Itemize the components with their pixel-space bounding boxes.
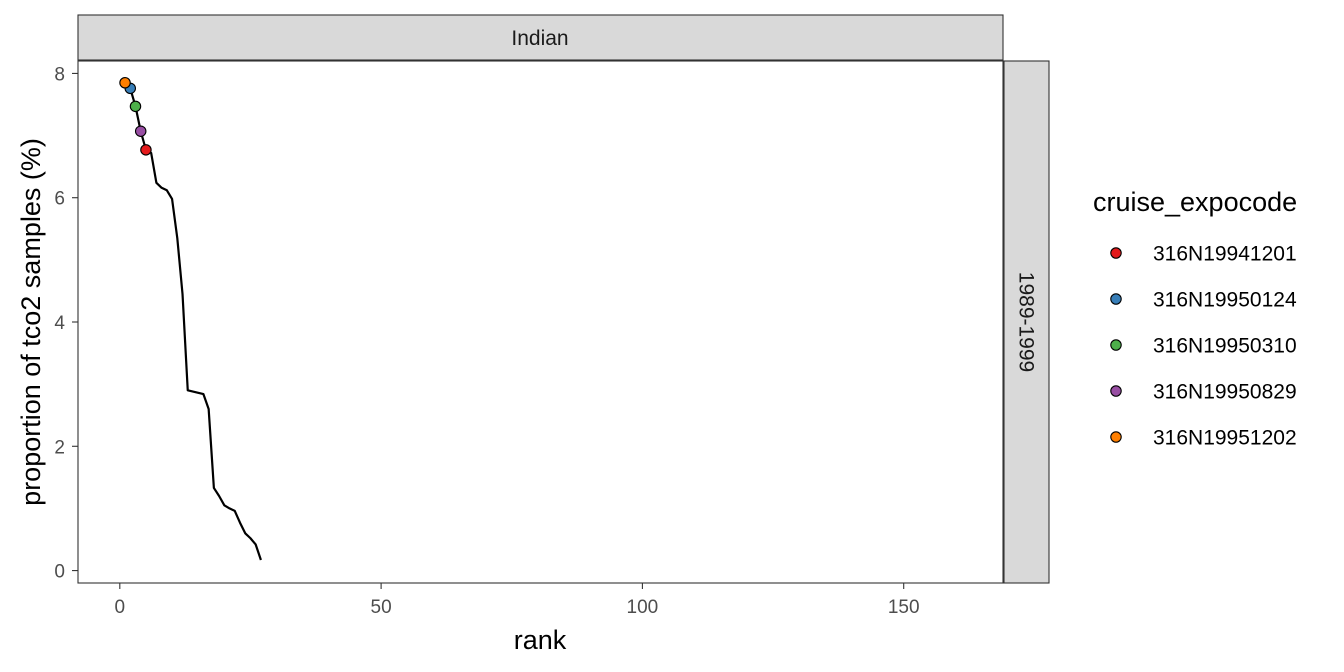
legend-label-316N19950310: 316N19950310	[1153, 335, 1297, 358]
point-316N19941201	[140, 144, 152, 156]
legend-key-316N19951202	[1110, 431, 1122, 443]
x-tick-label: 100	[627, 597, 659, 618]
y-tick-label: 8	[54, 64, 65, 85]
facet-strip-top-label: Indian	[511, 27, 568, 50]
legend-key-316N19950310	[1110, 339, 1122, 351]
legend-label-316N19950124: 316N19950124	[1153, 289, 1297, 312]
point-316N19950829	[134, 125, 147, 137]
facet-strip-right	[1003, 60, 1050, 584]
facet-strip-right-label: 1989-1999	[1015, 272, 1038, 372]
x-tick-label: 50	[371, 597, 392, 618]
point-316N19950310	[129, 100, 142, 113]
x-tick-label: 150	[888, 597, 920, 618]
point-316N19951202	[119, 77, 131, 89]
legend: cruise_expocode 316N19941201 316N19950124…	[1093, 187, 1297, 450]
legend-label-316N19951202: 316N19951202	[1153, 427, 1297, 450]
x-axis-title: rank	[514, 625, 567, 655]
legend-label-316N19950829: 316N19950829	[1153, 381, 1297, 404]
legend-key-316N19941201	[1110, 247, 1122, 259]
plot-panel	[77, 60, 1004, 584]
facet-strip-top	[77, 14, 1004, 61]
data-layer	[119, 77, 262, 561]
y-tick-label: 4	[54, 313, 65, 334]
legend-label-316N19941201: 316N19941201	[1153, 243, 1297, 266]
y-axis-title: proportion of tco2 samples (%)	[16, 138, 46, 506]
y-axis: 0 2 4 6 8	[54, 64, 78, 583]
legend-title: cruise_expocode	[1093, 187, 1297, 217]
legend-key-316N19950124	[1110, 293, 1122, 305]
legend-key-316N19950829	[1110, 385, 1122, 397]
y-tick-label: 0	[54, 562, 65, 583]
x-tick-label: 0	[115, 597, 126, 618]
x-axis: 0 50 100 150	[115, 583, 920, 618]
y-tick-label: 2	[54, 437, 65, 458]
y-tick-label: 6	[54, 189, 65, 210]
